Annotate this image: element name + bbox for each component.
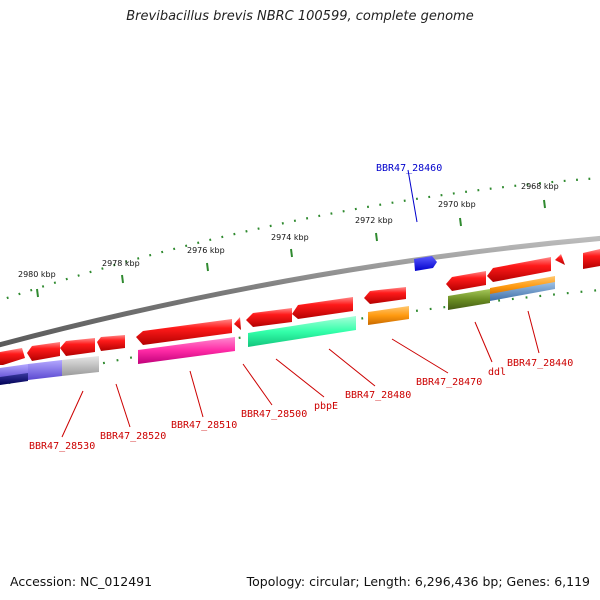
tick-2974	[290, 248, 293, 258]
gene-arrow[interactable]	[364, 287, 406, 304]
gene-arrow[interactable]	[292, 297, 353, 319]
genome-info-text: Topology: circular; Length: 6,296,436 bp…	[246, 574, 590, 589]
gene-function-bar[interactable]	[138, 337, 235, 364]
gene-function-bar[interactable]	[0, 373, 28, 385]
gene-label[interactable]: BBR47_28510	[171, 420, 237, 431]
kbp-label: 2970 kbp	[438, 200, 476, 209]
gene-function-bar[interactable]	[448, 289, 490, 310]
tick-2978	[121, 274, 124, 284]
gene-label[interactable]: BBR47_28500	[241, 409, 307, 420]
tick-2976	[206, 262, 209, 272]
kbp-scale-ring: 2980 kbp 2978 kbp 2976 kbp 2974 kbp 2972…	[0, 176, 600, 302]
gene-arrow[interactable]	[0, 348, 25, 365]
gene-arrow[interactable]	[27, 342, 60, 361]
kbp-label: 2972 kbp	[355, 216, 393, 225]
gene-label[interactable]: ddl	[488, 367, 506, 378]
kbp-label: 2980 kbp	[18, 270, 56, 279]
gene-function-bar[interactable]	[368, 306, 409, 325]
gene-arrow[interactable]	[414, 256, 437, 271]
gene-arrow[interactable]	[60, 338, 95, 356]
kbp-label: 2968 kbp	[521, 182, 559, 191]
gene-function-bar[interactable]	[28, 360, 62, 380]
gene-label[interactable]: pbpE	[314, 401, 338, 412]
accession-text: Accession: NC_012491	[10, 574, 153, 589]
gene-arrow[interactable]	[555, 254, 565, 265]
gene-function-bar[interactable]	[62, 356, 99, 376]
kbp-label: 2974 kbp	[271, 233, 309, 242]
gene-track-forward	[414, 249, 600, 271]
gene-arrow[interactable]	[583, 249, 600, 269]
kbp-label: 2978 kbp	[102, 259, 140, 268]
genome-backbone	[0, 235, 600, 348]
gene-arrow[interactable]	[234, 317, 241, 330]
map-title: Brevibacillus brevis NBRC 100599, comple…	[126, 9, 474, 24]
gene-arrow[interactable]	[246, 308, 292, 327]
gene-function-bar[interactable]	[490, 282, 555, 301]
gene-label[interactable]: BBR47_28460	[376, 163, 442, 174]
function-track	[0, 276, 555, 385]
gene-label[interactable]: BBR47_28520	[100, 431, 166, 442]
gene-label[interactable]: BBR47_28440	[507, 358, 573, 369]
gene-arrow[interactable]	[97, 335, 125, 351]
tick-2972	[375, 232, 378, 242]
tick-2980	[36, 288, 39, 298]
gene-label[interactable]: BBR47_28480	[345, 390, 411, 401]
gene-labels: BBR47_28460 BBR47_28530 BBR47_28520 BBR4…	[29, 163, 573, 452]
leader-lines	[61, 169, 540, 438]
gene-arrow[interactable]	[446, 271, 486, 291]
gene-track-main	[0, 257, 551, 365]
kbp-label: 2976 kbp	[187, 246, 225, 255]
gene-function-bar[interactable]	[248, 316, 356, 347]
gene-arrow[interactable]	[136, 319, 232, 345]
gene-arrow[interactable]	[487, 257, 551, 282]
tick-2970	[459, 217, 462, 227]
gene-label[interactable]: BBR47_28530	[29, 441, 95, 452]
gene-label[interactable]: BBR47_28470	[416, 377, 482, 388]
tick-2968	[543, 199, 546, 209]
